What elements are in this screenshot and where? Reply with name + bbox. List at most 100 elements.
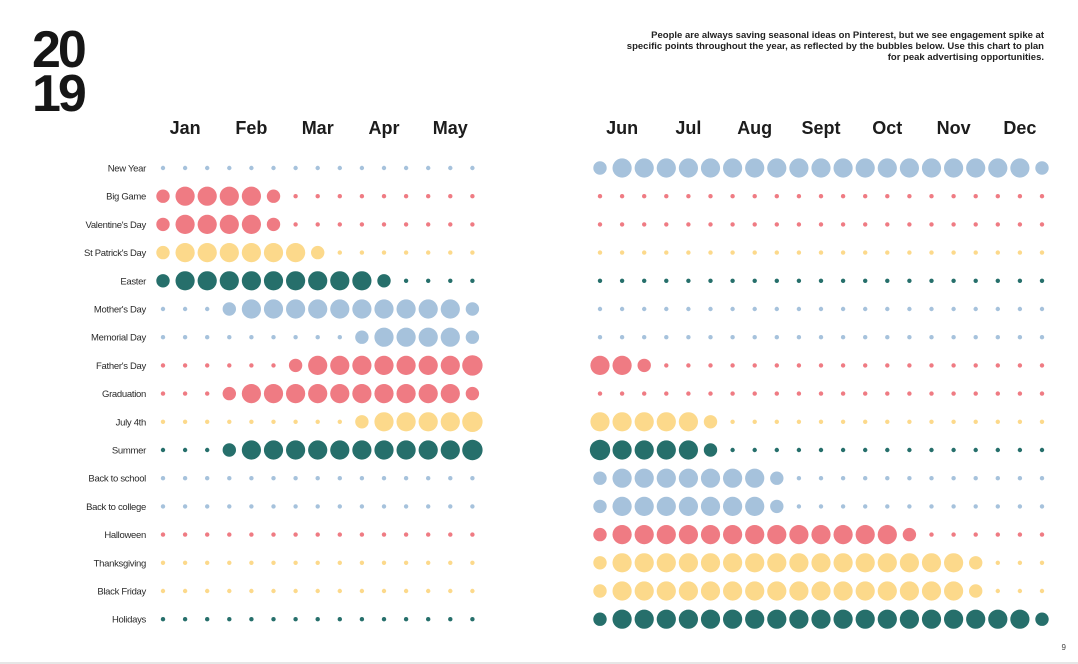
bubble-black-friday-9 bbox=[359, 588, 365, 594]
bubble-holidays-11 bbox=[403, 617, 409, 622]
month-label-oct: Oct bbox=[872, 118, 902, 138]
bubble-easter-8 bbox=[330, 271, 350, 291]
bubble-mother-s-day-9 bbox=[352, 299, 372, 319]
bubble-memorial-day-33 bbox=[995, 335, 1000, 340]
bubble-back-to-school-2 bbox=[205, 476, 210, 481]
bubble-valentine-s-day-27 bbox=[863, 222, 868, 227]
bubble-new-year-5 bbox=[271, 165, 276, 171]
bubble-holidays-10 bbox=[381, 617, 387, 622]
month-label-jun: Jun bbox=[606, 118, 638, 138]
bubble-easter-10 bbox=[377, 274, 391, 288]
bubble-graduation-26 bbox=[840, 391, 846, 396]
bubble-big-game-13 bbox=[448, 194, 453, 199]
bubble-mother-s-day-26 bbox=[840, 306, 846, 312]
bubble-graduation-31 bbox=[951, 391, 956, 396]
month-label-jan: Jan bbox=[170, 118, 201, 138]
bubble-summer-8 bbox=[330, 440, 350, 460]
bubble-mother-s-day-33 bbox=[995, 306, 1000, 312]
bubble-black-friday-22 bbox=[745, 581, 765, 601]
bubble-july-4th-4 bbox=[249, 419, 254, 424]
bubble-graduation-17 bbox=[642, 391, 647, 396]
bubble-summer-14 bbox=[462, 439, 483, 461]
series-row-big-game: Big Game bbox=[106, 186, 1045, 206]
bubble-holidays-26 bbox=[833, 609, 853, 629]
row-label-father-s-day: Father's Day bbox=[96, 361, 147, 372]
bubble-st-patrick-s-day-6 bbox=[286, 243, 306, 263]
bubble-back-to-college-7 bbox=[315, 504, 320, 509]
bubble-memorial-day-34 bbox=[1017, 335, 1023, 340]
bubble-mother-s-day-18 bbox=[664, 306, 669, 312]
series-row-mother-s-day: Mother's Day bbox=[94, 299, 1045, 319]
bubble-mother-s-day-13 bbox=[440, 299, 460, 319]
bubble-july-4th-2 bbox=[205, 419, 210, 424]
bubble-back-to-college-12 bbox=[426, 504, 431, 509]
bubble-holidays-28 bbox=[877, 609, 897, 629]
row-label-back-to-school: Back to school bbox=[88, 474, 146, 485]
bubble-valentine-s-day-18 bbox=[664, 222, 669, 227]
bubble-memorial-day-4 bbox=[249, 335, 254, 340]
bubble-graduation-16 bbox=[619, 391, 625, 396]
bubble-easter-12 bbox=[426, 278, 431, 283]
bubble-graduation-29 bbox=[907, 391, 912, 396]
bubble-summer-16 bbox=[612, 440, 632, 460]
bubble-july-4th-34 bbox=[1017, 419, 1023, 424]
bubble-easter-31 bbox=[951, 278, 956, 283]
bubble-valentine-s-day-8 bbox=[337, 222, 342, 227]
bubble-valentine-s-day-26 bbox=[840, 222, 846, 227]
bubble-memorial-day-7 bbox=[315, 335, 320, 340]
bubble-easter-5 bbox=[263, 271, 284, 291]
bubble-graduation-4 bbox=[241, 384, 261, 404]
bubble-father-s-day-15 bbox=[590, 355, 610, 375]
series-row-easter: Easter bbox=[120, 271, 1045, 291]
bubble-graduation-24 bbox=[796, 391, 802, 396]
bubble-mother-s-day-14 bbox=[465, 302, 480, 316]
bubble-thanksgiving-0 bbox=[160, 560, 166, 565]
bubble-big-game-26 bbox=[840, 194, 846, 199]
bubble-black-friday-19 bbox=[678, 581, 699, 601]
series-row-memorial-day: Memorial Day bbox=[91, 327, 1045, 347]
bubble-black-friday-25 bbox=[811, 581, 831, 601]
row-label-back-to-college: Back to college bbox=[86, 502, 146, 513]
bubble-black-friday-3 bbox=[227, 588, 232, 594]
bubble-july-4th-30 bbox=[929, 419, 934, 424]
bubble-graduation-19 bbox=[686, 391, 691, 396]
bubble-graduation-21 bbox=[730, 391, 735, 396]
bubble-easter-3 bbox=[219, 271, 239, 291]
bubble-summer-0 bbox=[160, 447, 166, 453]
bubble-black-friday-8 bbox=[337, 588, 342, 594]
bubble-thanksgiving-1 bbox=[182, 560, 188, 565]
bubble-back-to-school-8 bbox=[337, 476, 342, 481]
bubble-halloween-29 bbox=[902, 527, 917, 542]
bubble-holidays-24 bbox=[789, 609, 809, 629]
bubble-big-game-15 bbox=[597, 194, 603, 199]
bubble-july-4th-23 bbox=[774, 419, 779, 424]
bubble-back-to-college-26 bbox=[840, 504, 846, 509]
series-row-july-4th: July 4th bbox=[116, 411, 1045, 432]
bubble-back-to-college-20 bbox=[700, 496, 721, 516]
bubble-new-year-27 bbox=[855, 158, 875, 178]
bubble-back-to-college-5 bbox=[271, 504, 276, 509]
bubble-new-year-26 bbox=[833, 158, 853, 178]
bubble-holidays-12 bbox=[426, 617, 431, 622]
bubble-mother-s-day-1 bbox=[182, 306, 188, 312]
bubble-memorial-day-6 bbox=[293, 335, 298, 340]
bubble-black-friday-20 bbox=[700, 581, 721, 601]
bubble-st-patrick-s-day-7 bbox=[311, 245, 325, 260]
bubble-big-game-19 bbox=[686, 194, 691, 199]
bubble-thanksgiving-30 bbox=[921, 553, 942, 573]
bubble-black-friday-17 bbox=[634, 581, 654, 601]
bubble-valentine-s-day-2 bbox=[197, 214, 217, 234]
bubble-back-to-school-33 bbox=[995, 476, 1000, 481]
bubble-easter-20 bbox=[708, 278, 713, 283]
bubble-black-friday-11 bbox=[403, 588, 409, 594]
bubble-valentine-s-day-11 bbox=[403, 222, 409, 227]
bubble-easter-6 bbox=[286, 271, 306, 291]
bubble-father-s-day-17 bbox=[637, 358, 651, 373]
bubble-st-patrick-s-day-2 bbox=[197, 243, 217, 263]
bubble-holidays-27 bbox=[855, 609, 875, 629]
bubble-st-patrick-s-day-29 bbox=[907, 250, 912, 255]
bubble-memorial-day-19 bbox=[686, 335, 691, 340]
bubble-father-s-day-3 bbox=[227, 363, 232, 368]
bubble-big-game-28 bbox=[885, 194, 890, 199]
bubble-valentine-s-day-13 bbox=[448, 222, 453, 227]
